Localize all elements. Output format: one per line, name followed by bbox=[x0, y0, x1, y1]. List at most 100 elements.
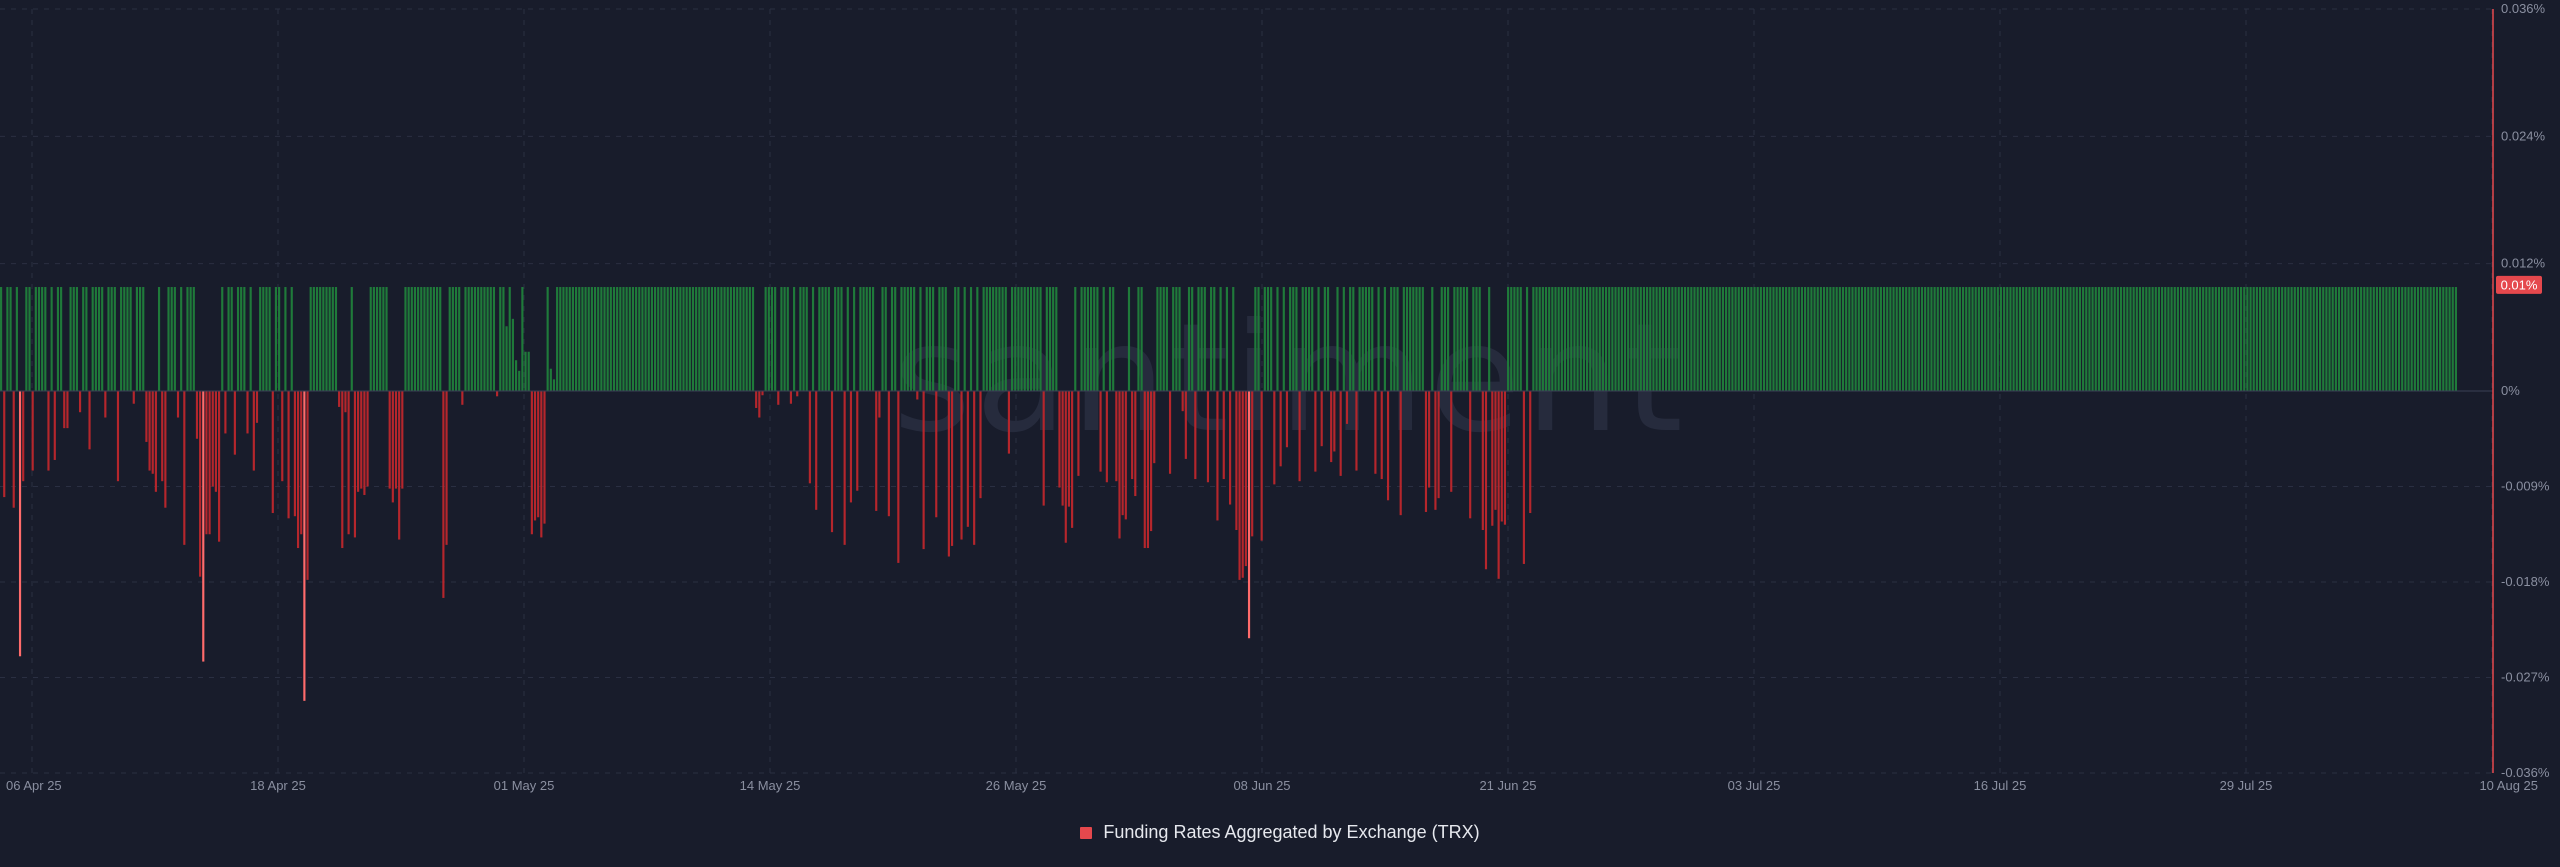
bar bbox=[1860, 287, 1864, 391]
bar bbox=[1393, 287, 1396, 391]
bar bbox=[894, 287, 897, 391]
bar bbox=[1671, 287, 1674, 391]
bar bbox=[47, 391, 50, 471]
bar bbox=[1655, 287, 1658, 391]
bar bbox=[2164, 287, 2167, 391]
bar bbox=[186, 287, 189, 391]
bar bbox=[2221, 287, 2224, 391]
bar bbox=[729, 287, 732, 391]
bar bbox=[2217, 287, 2221, 391]
bar bbox=[992, 287, 995, 391]
bar bbox=[1064, 391, 1067, 543]
bar bbox=[1696, 287, 1699, 391]
bar bbox=[2205, 287, 2208, 391]
bar bbox=[1140, 287, 1143, 391]
bar bbox=[458, 287, 461, 391]
bar bbox=[2312, 287, 2315, 391]
bar bbox=[1895, 287, 1898, 391]
bar bbox=[296, 391, 300, 549]
bar bbox=[1200, 287, 1203, 391]
bar bbox=[1374, 391, 1377, 474]
bar bbox=[2445, 287, 2448, 391]
bar bbox=[1307, 287, 1311, 391]
bar bbox=[593, 287, 597, 391]
bar bbox=[653, 287, 657, 391]
x-tick-label: 03 Jul 25 bbox=[1728, 778, 1781, 793]
y-tick-label: -0.036% bbox=[2501, 765, 2550, 780]
bar bbox=[2110, 287, 2113, 391]
bar bbox=[218, 391, 221, 542]
bar bbox=[960, 391, 963, 540]
bar bbox=[379, 287, 382, 391]
bar bbox=[2347, 287, 2350, 391]
bar bbox=[1999, 287, 2003, 391]
bar bbox=[995, 287, 998, 391]
bar bbox=[1247, 391, 1251, 639]
bar bbox=[777, 391, 780, 405]
bar bbox=[113, 287, 116, 391]
bar bbox=[1074, 287, 1077, 391]
bar bbox=[1421, 287, 1424, 391]
bar bbox=[1949, 287, 1952, 391]
y-axis: 0.036% 0.024% 0.012% 0% -0.009% -0.018% -0.027… bbox=[2501, 1, 2550, 780]
bar bbox=[2394, 287, 2397, 391]
bar bbox=[123, 287, 126, 391]
bar bbox=[1052, 287, 1055, 391]
bar bbox=[1838, 287, 1841, 391]
bar bbox=[856, 391, 859, 491]
bar bbox=[1108, 287, 1112, 391]
bar bbox=[1371, 287, 1374, 391]
bar bbox=[1500, 391, 1503, 522]
bar bbox=[537, 391, 540, 518]
bar bbox=[568, 287, 571, 391]
bar bbox=[1121, 391, 1124, 516]
bar bbox=[2293, 287, 2296, 391]
current-value-badge-text: 0.01% bbox=[2501, 277, 2538, 292]
legend[interactable]: Funding Rates Aggregated by Exchange (TR… bbox=[0, 822, 2560, 843]
bar bbox=[1156, 287, 1159, 391]
bar bbox=[540, 391, 543, 538]
bar bbox=[2195, 287, 2198, 391]
bar bbox=[385, 287, 388, 391]
bar bbox=[925, 287, 928, 391]
bar bbox=[2224, 287, 2227, 391]
bar bbox=[132, 391, 135, 404]
bar bbox=[2025, 287, 2028, 391]
bar bbox=[2208, 287, 2211, 391]
bar bbox=[1418, 287, 1421, 391]
bar bbox=[1503, 391, 1507, 525]
bar bbox=[1124, 391, 1127, 520]
bar bbox=[1058, 391, 1061, 488]
bar bbox=[2075, 287, 2078, 391]
bar bbox=[2246, 287, 2249, 391]
bar bbox=[679, 287, 682, 391]
bar bbox=[2176, 287, 2179, 391]
bar bbox=[556, 287, 559, 391]
bar bbox=[2388, 287, 2391, 391]
bar bbox=[499, 287, 502, 391]
bar bbox=[1345, 391, 1349, 424]
bar bbox=[2435, 287, 2439, 391]
current-value-badge: 0.01% bbox=[2496, 275, 2542, 294]
bar bbox=[1377, 287, 1380, 391]
bar bbox=[1674, 287, 1677, 391]
bar bbox=[1851, 287, 1854, 391]
y-tick-label: -0.009% bbox=[2501, 479, 2550, 494]
bar bbox=[224, 391, 227, 434]
y-tick-label: 0.024% bbox=[2501, 128, 2546, 143]
bar bbox=[1939, 287, 1943, 391]
bar bbox=[1864, 287, 1867, 391]
bar bbox=[1791, 287, 1794, 391]
bar bbox=[2063, 287, 2066, 391]
y-tick-label: -0.027% bbox=[2501, 670, 2550, 685]
bar bbox=[543, 391, 546, 524]
bar bbox=[470, 287, 473, 391]
bar bbox=[518, 370, 521, 391]
bar bbox=[1159, 287, 1162, 391]
bar bbox=[2448, 287, 2451, 391]
bar bbox=[243, 287, 246, 391]
bar bbox=[2341, 287, 2344, 391]
bar bbox=[91, 287, 94, 391]
bar bbox=[1522, 391, 1525, 564]
